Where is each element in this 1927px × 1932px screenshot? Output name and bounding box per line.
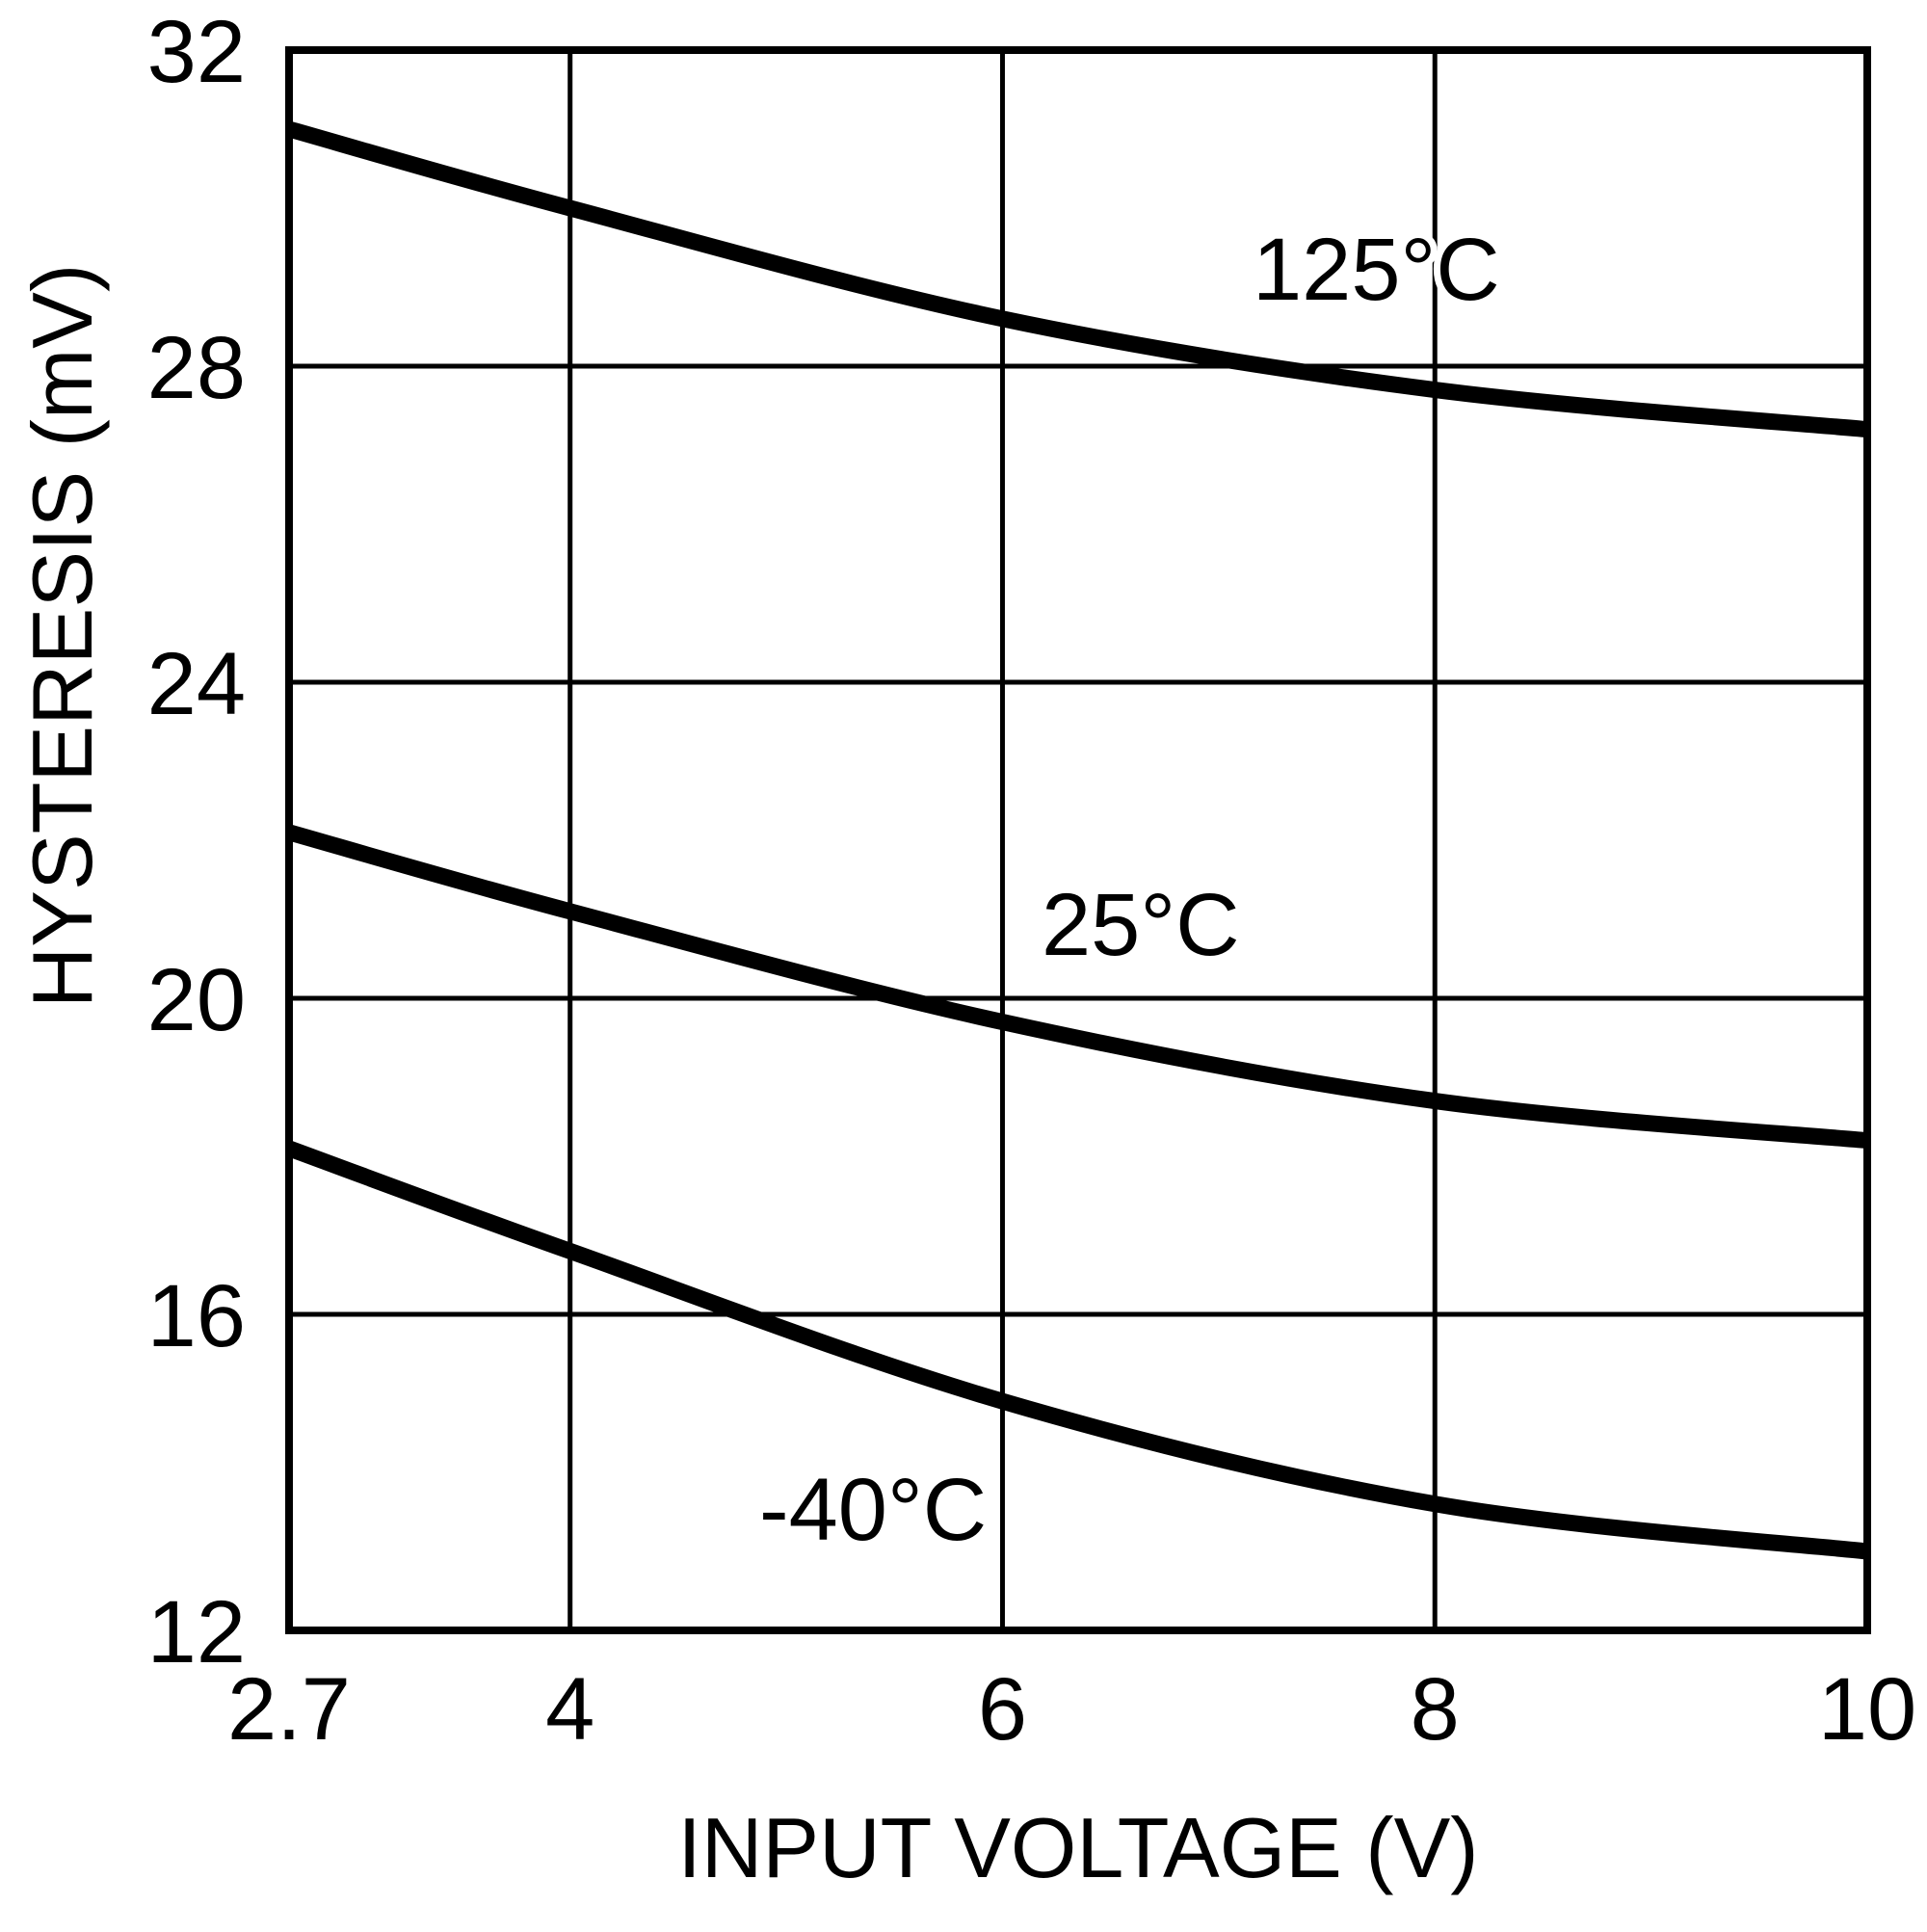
series-curve — [286, 1140, 1868, 1560]
y-tick-label: 16 — [147, 1267, 246, 1365]
x-tick-label: 4 — [545, 1660, 594, 1759]
grid-lines — [289, 50, 1867, 1630]
series-curve — [286, 824, 1868, 1150]
series-label: -40°C — [759, 1461, 987, 1559]
y-tick-label: 28 — [147, 319, 246, 417]
series-label: 25°C — [1042, 876, 1240, 974]
plot-frame — [285, 46, 1871, 1634]
x-axis-ticks: 2.7 4 6 8 10 — [227, 1660, 1916, 1759]
x-tick-label: 10 — [1818, 1660, 1916, 1759]
x-tick-label: 2.7 — [227, 1660, 351, 1759]
y-tick-label: 20 — [147, 951, 246, 1049]
series-curve — [286, 120, 1868, 438]
series-labels: 125°C 25°C -40°C — [752, 214, 1507, 1566]
x-tick-label: 8 — [1411, 1660, 1460, 1759]
y-tick-label: 24 — [147, 635, 246, 733]
series-curves — [286, 120, 1868, 1560]
y-tick-label: 32 — [147, 3, 246, 101]
y-axis-ticks: 12 16 20 24 28 32 — [147, 3, 246, 1681]
x-axis-title: INPUT VOLTAGE (V) — [677, 1800, 1478, 1895]
y-axis-title: HYSTERESIS (mV) — [14, 264, 110, 1009]
x-tick-label: 6 — [978, 1660, 1027, 1759]
series-label: 125°C — [1253, 221, 1500, 319]
y-tick-label: 12 — [147, 1583, 246, 1681]
